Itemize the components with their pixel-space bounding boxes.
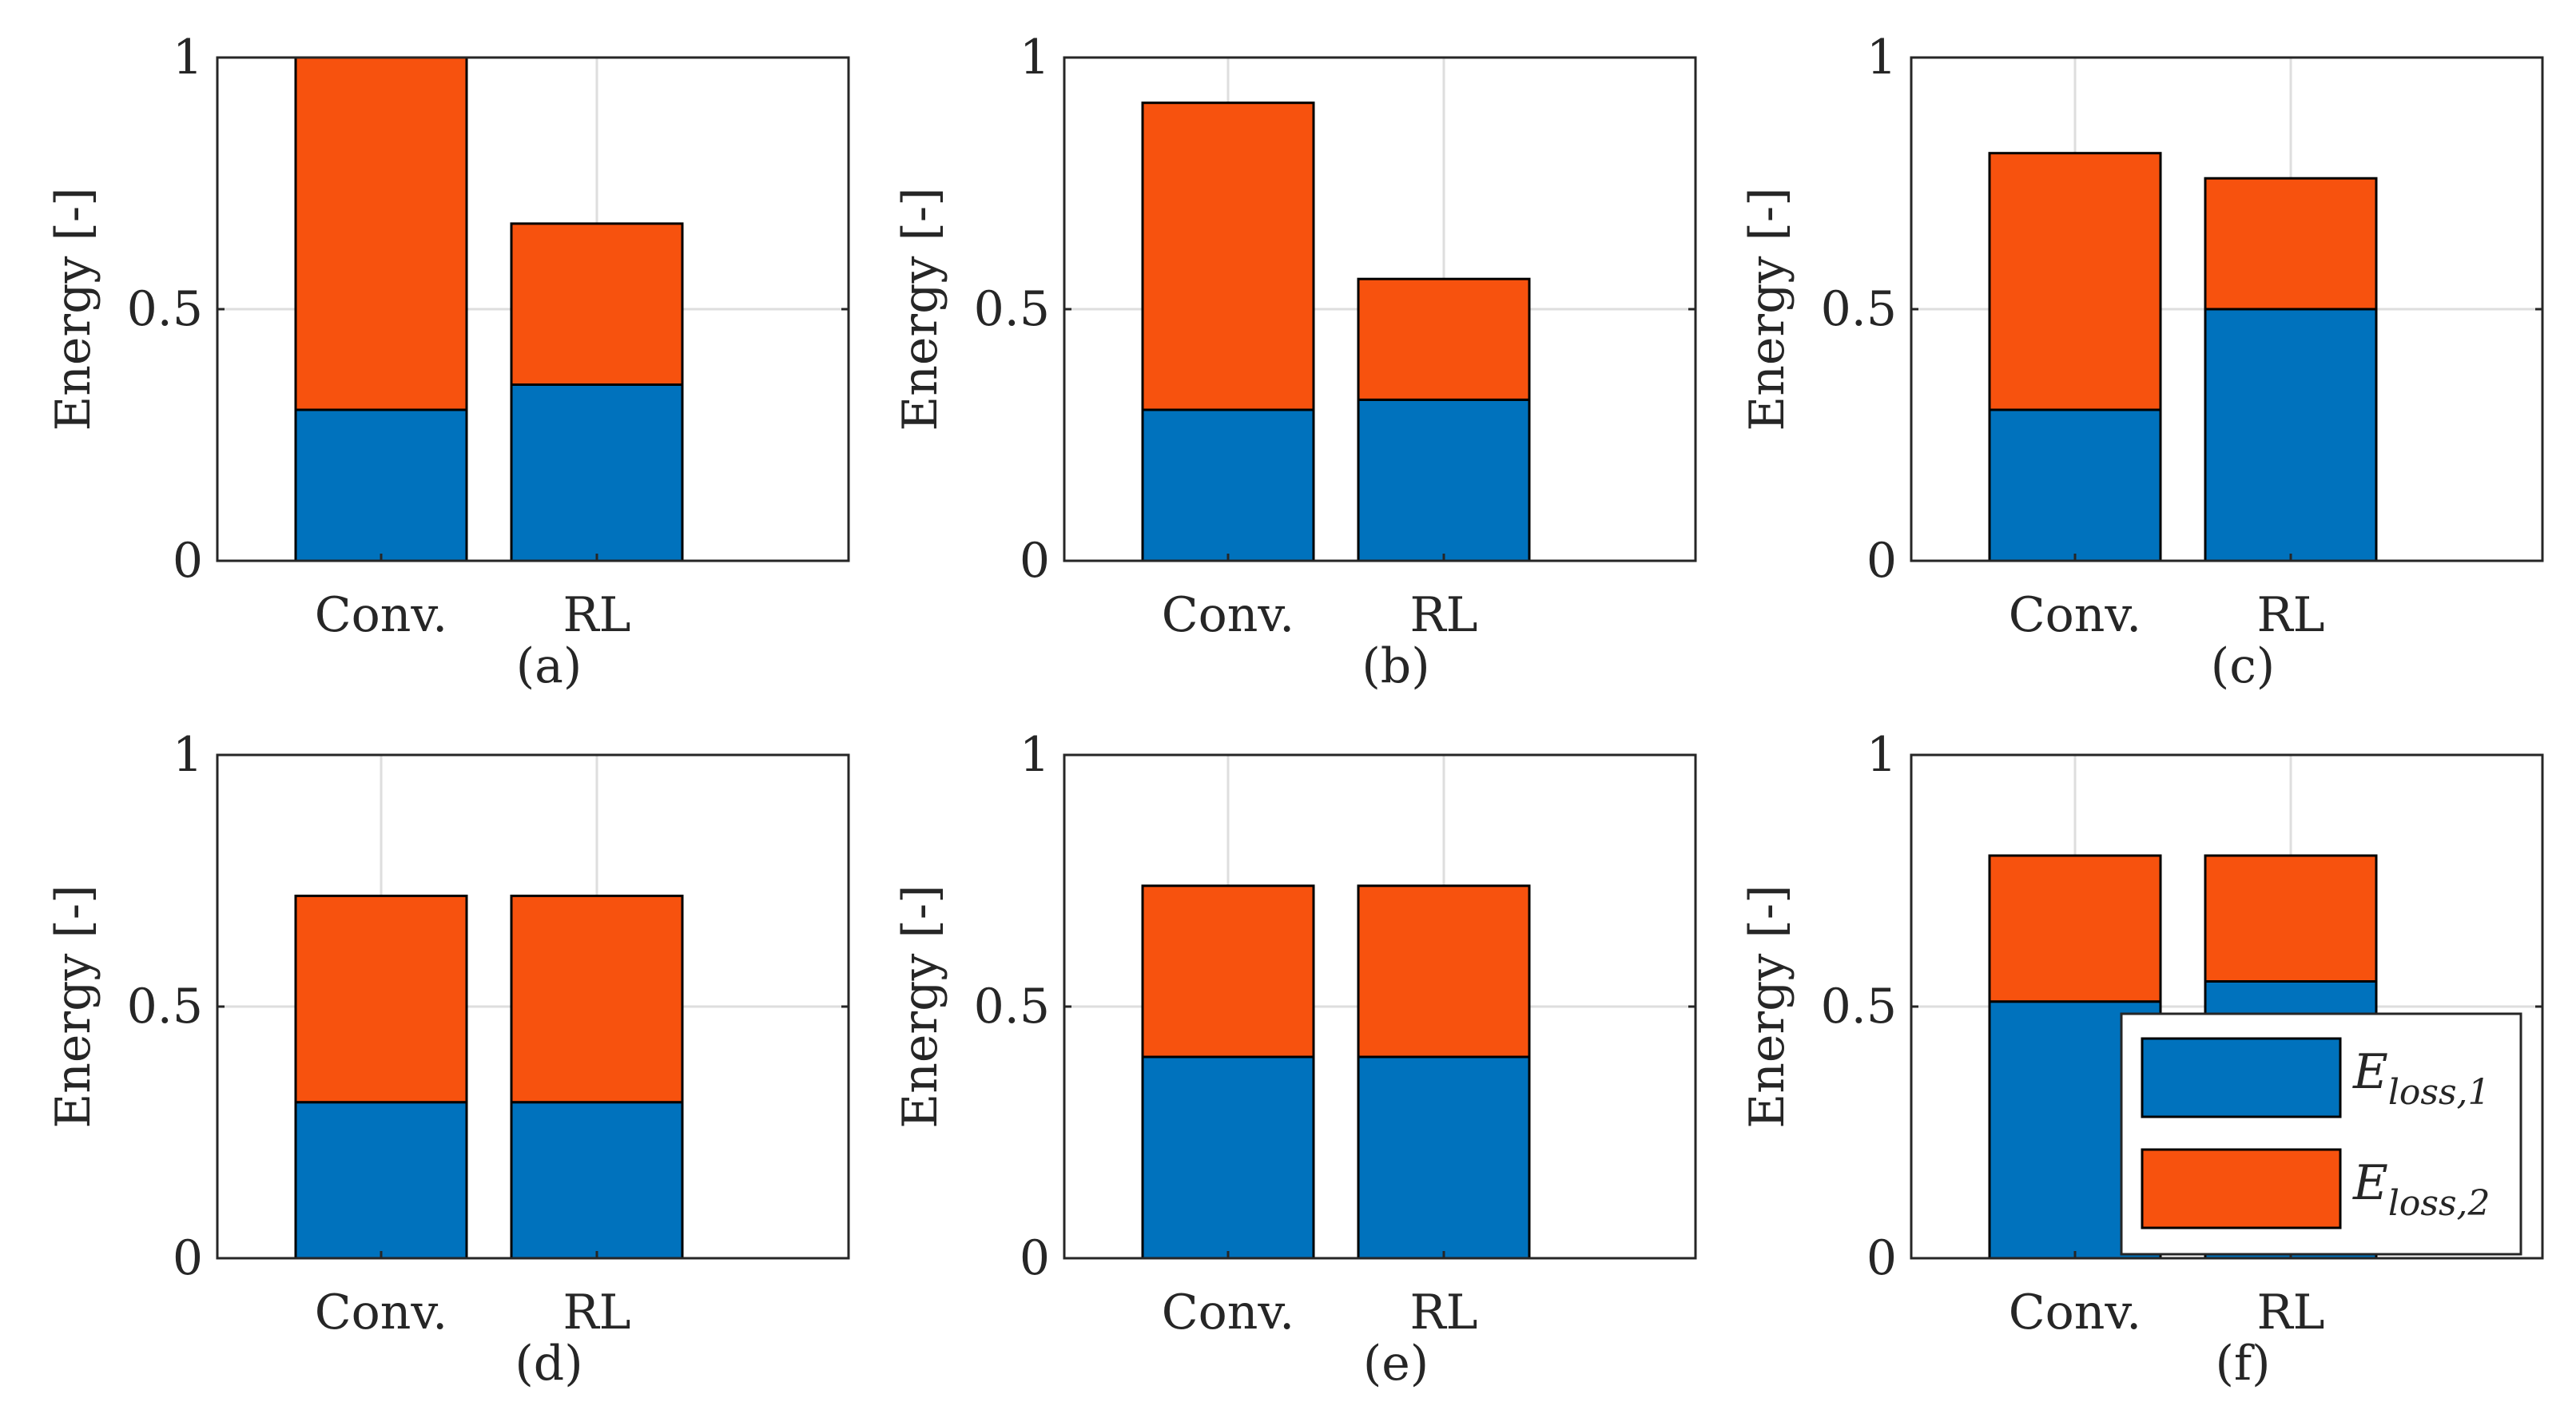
- x-tick-label: Conv.: [2009, 1285, 2142, 1341]
- subplot-c: 0 0.5 1 Conv. RL Energy [-] (c): [1739, 30, 2544, 694]
- x-tick-label: RL: [563, 1285, 630, 1341]
- x-tick-label: Conv.: [315, 1285, 448, 1341]
- y-tick-label: 0: [1866, 533, 1897, 589]
- x-tick-label: RL: [2256, 1285, 2324, 1341]
- bar-conv-series-2: [1141, 884, 1315, 1059]
- y-axis-label: Energy [-]: [892, 884, 948, 1128]
- bar-conv-series-1: [1988, 408, 2162, 562]
- y-tick-label: 0: [1866, 1230, 1897, 1286]
- y-tick-label: 0.5: [1821, 979, 1897, 1035]
- subplot-d: 0 0.5 1 Conv. RL Energy [-] (d): [46, 727, 850, 1392]
- x-tick-label: Conv.: [2009, 587, 2142, 643]
- y-axis-label: Energy [-]: [1739, 187, 1795, 431]
- x-tick-label: RL: [2256, 587, 2324, 643]
- panel-label: (a): [516, 638, 582, 694]
- y-tick-label: 0: [173, 533, 203, 589]
- panel-label: (e): [1363, 1336, 1429, 1392]
- bar-conv-series-2: [1988, 152, 2162, 411]
- subplot-e: 0 0.5 1 Conv. RL Energy [-] (e): [892, 727, 1697, 1392]
- x-tick-label: RL: [1409, 587, 1477, 643]
- y-axis-label: Energy [-]: [892, 187, 948, 431]
- y-tick-label: 1: [173, 30, 203, 85]
- y-tick-label: 0.5: [974, 281, 1050, 337]
- panel-label: (f): [2215, 1336, 2270, 1392]
- bar-conv-series-1: [294, 408, 468, 562]
- bar-rl-series-2: [1357, 884, 1531, 1059]
- bar-rl-series-2: [2204, 177, 2378, 311]
- y-tick-label: 0.5: [127, 979, 203, 1035]
- y-tick-label: 1: [1866, 30, 1897, 85]
- y-tick-label: 0.5: [1821, 281, 1897, 337]
- y-tick-label: 0: [173, 1230, 203, 1286]
- bar-conv-series-2: [1988, 854, 2162, 1003]
- legend-swatch-1: [2141, 1037, 2342, 1118]
- x-tick-label: Conv.: [1162, 1285, 1295, 1341]
- bar-rl-series-1: [2204, 308, 2378, 562]
- x-tick-label: Conv.: [315, 587, 448, 643]
- y-axis-label: Energy [-]: [1739, 884, 1795, 1128]
- y-axis-label: Energy [-]: [46, 187, 101, 431]
- y-tick-label: 0: [1020, 533, 1050, 589]
- subplot-b: 0 0.5 1 Conv. RL Energy [-] (b): [892, 30, 1697, 694]
- bar-conv-series-1: [294, 1101, 468, 1260]
- legend-label-1: Eloss,1: [2352, 1044, 2491, 1113]
- bar-conv-series-1: [1141, 408, 1315, 562]
- bar-rl-series-1: [510, 383, 684, 562]
- legend-label-2: Eloss,2: [2352, 1155, 2491, 1224]
- y-tick-label: 1: [173, 727, 203, 783]
- bar-rl-series-1: [1357, 1055, 1531, 1260]
- x-tick-label: Conv.: [1162, 587, 1295, 643]
- y-tick-label: 0.5: [127, 281, 203, 337]
- bar-rl-series-1: [1357, 398, 1531, 562]
- bar-conv-series-2: [294, 894, 468, 1104]
- bar-rl-series-1: [510, 1101, 684, 1260]
- bar-conv-series-2: [294, 56, 468, 411]
- y-axis-label: Energy [-]: [46, 884, 101, 1128]
- legend: Eloss,1 Eloss,2: [2120, 1012, 2522, 1256]
- panel-label: (c): [2211, 638, 2275, 694]
- bar-conv-series-1: [1141, 1055, 1315, 1260]
- y-tick-label: 1: [1866, 727, 1897, 783]
- bar-conv-series-2: [1141, 101, 1315, 411]
- x-tick-label: RL: [1409, 1285, 1477, 1341]
- y-tick-label: 1: [1020, 30, 1050, 85]
- x-tick-label: RL: [563, 587, 630, 643]
- legend-swatch-2: [2141, 1148, 2342, 1229]
- y-tick-label: 1: [1020, 727, 1050, 783]
- bar-rl-series-2: [2204, 854, 2378, 983]
- subplot-f: 0 0.5 1 Conv. RL Energy [-] (f) Eloss,1 Eloss,2: [1739, 727, 2544, 1392]
- subplot-a: 0 0.5 1 Conv. RL Energy [-] (a): [46, 30, 850, 694]
- y-tick-label: 0.5: [974, 979, 1050, 1035]
- panel-label: (b): [1362, 638, 1429, 694]
- bar-rl-series-2: [510, 222, 684, 386]
- bar-rl-series-2: [510, 894, 684, 1104]
- panel-label: (d): [515, 1336, 582, 1392]
- bar-rl-series-2: [1357, 277, 1531, 401]
- y-tick-label: 0: [1020, 1230, 1050, 1286]
